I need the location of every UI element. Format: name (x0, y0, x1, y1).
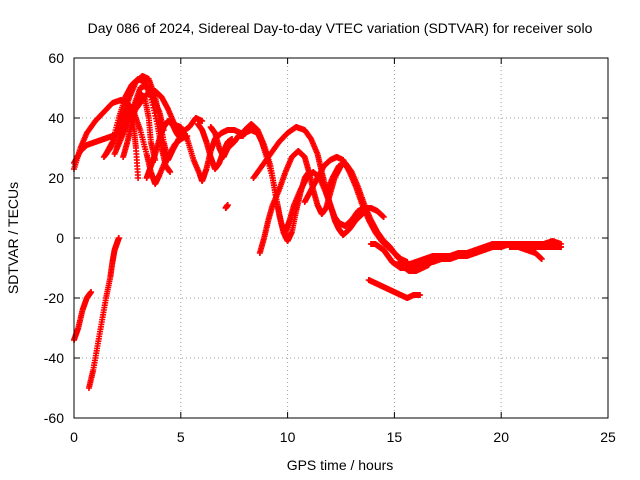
y-axis-label: SDTVAR / TECUs (5, 182, 21, 294)
x-axis-label: GPS time / hours (287, 457, 394, 473)
y-tick-label: -60 (44, 410, 64, 426)
y-tick-label: 0 (56, 230, 64, 246)
series-arc-21 (365, 277, 424, 301)
data-point (538, 256, 545, 262)
series-arc-2 (85, 235, 122, 391)
series-arc-9 (113, 103, 142, 181)
chart-title: Day 086 of 2024, Sidereal Day-to-day VTE… (88, 20, 593, 36)
data-points (71, 73, 565, 391)
y-tick-label: -20 (44, 290, 64, 306)
data-point (417, 292, 424, 298)
x-tick-label: 5 (177, 429, 185, 445)
data-point (115, 235, 122, 241)
data-point (380, 214, 387, 220)
data-point (224, 202, 231, 208)
grid-lines (74, 58, 608, 418)
y-tick-label: 40 (48, 110, 64, 126)
data-point (177, 136, 184, 142)
data-point (135, 175, 142, 181)
data-point (199, 118, 206, 124)
y-tick-label: 60 (48, 50, 64, 66)
x-tick-label: 25 (600, 429, 616, 445)
x-tick-label: 10 (280, 429, 296, 445)
x-tick-label: 20 (493, 429, 509, 445)
series-arc-25 (506, 238, 565, 250)
data-point (558, 241, 565, 247)
x-tick-label: 0 (70, 429, 78, 445)
series-arc-19 (323, 160, 419, 271)
y-tick-label: 20 (48, 170, 64, 186)
data-point (167, 169, 174, 175)
x-tick-label: 15 (387, 429, 403, 445)
series-arc-10 (143, 118, 184, 181)
data-point (88, 289, 95, 295)
axis-ticks: 0 5 10 15 20 25 -60 -40 -20 0 20 40 60 (44, 50, 616, 445)
series-arc-26 (222, 202, 231, 211)
y-tick-label: -40 (44, 350, 64, 366)
series-arc-20 (367, 241, 432, 274)
